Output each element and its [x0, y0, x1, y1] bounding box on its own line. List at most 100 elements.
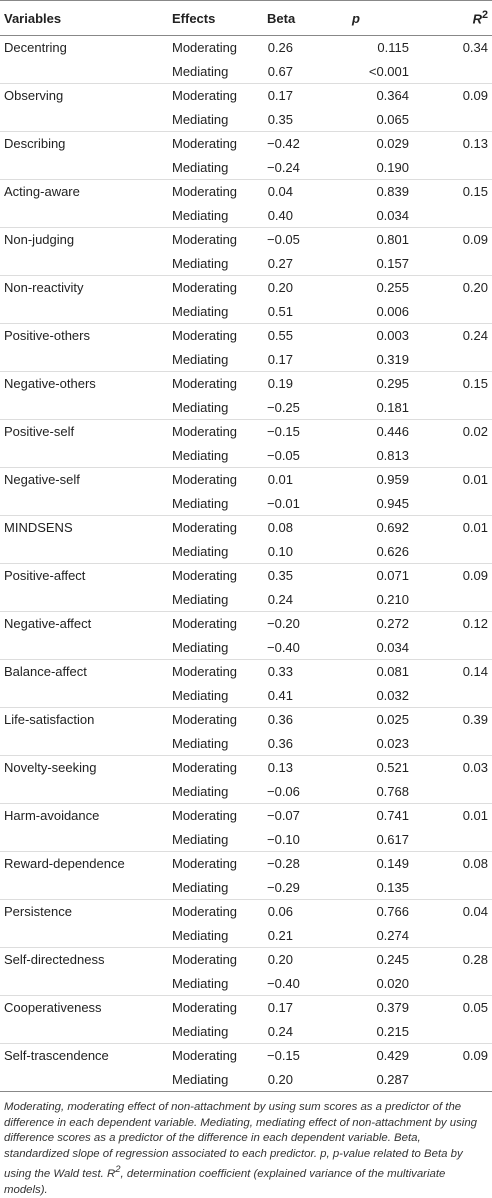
effect-cell: Moderating: [168, 227, 263, 252]
variable-cell: Novelty-seeking: [0, 755, 168, 780]
p-cell: 0.034: [376, 207, 409, 223]
p-cell: 0.255: [297, 275, 415, 300]
effect-cell: Mediating: [172, 543, 229, 559]
p-cell: 0.190: [376, 159, 409, 175]
header-cell: p: [297, 0, 415, 36]
p-cell: <0.001: [368, 63, 409, 79]
p-cell: 0.149: [297, 851, 415, 876]
beta-cell: −0.07: [263, 803, 300, 828]
p-cell: 0.032: [376, 687, 409, 703]
r2-cell: 0.39: [415, 707, 492, 732]
r2-cell: 0.09: [415, 83, 492, 108]
beta-cell: −0.15: [263, 1043, 300, 1068]
beta-cell: 0.08: [263, 515, 297, 540]
r2-cell: 0.20: [415, 275, 492, 300]
beta-cell: −0.06: [267, 783, 300, 799]
p-cell: 0.766: [297, 899, 415, 924]
p-cell: 0.692: [297, 515, 415, 540]
effect-cell: Mediating: [172, 495, 229, 511]
p-cell: 0.006: [376, 303, 409, 319]
variable-cell: [0, 588, 168, 612]
r2-cell: [415, 300, 492, 324]
beta-cell: 0.17: [263, 995, 297, 1020]
r2-cell: 0.15: [415, 371, 492, 396]
beta-cell: 0.26: [267, 40, 293, 56]
effect-cell: Mediating: [172, 879, 229, 895]
beta-cell: 0.51: [267, 303, 293, 319]
beta-cell: −0.28: [263, 851, 300, 876]
effect-cell: Mediating: [172, 975, 229, 991]
r2-cell: 0.01: [415, 803, 492, 828]
beta-cell: 0.04: [263, 179, 297, 204]
effect-cell: Mediating: [172, 1023, 229, 1039]
variable-cell: [0, 1068, 168, 1092]
table-row: Positive-self Moderating −0.15 0.446 0.02: [0, 419, 492, 444]
effect-cell: Moderating: [168, 323, 263, 348]
table-row: Balance-affect Moderating 0.33 0.081 0.14: [0, 659, 492, 684]
effect-cell: Mediating: [172, 399, 229, 415]
beta-cell: −0.10: [267, 831, 300, 847]
header-cell: Beta: [263, 0, 297, 36]
footnote: Moderating, moderating effect of non-att…: [0, 1092, 492, 1198]
results-table: Variables Effects Beta p R2 Decentring Mo…: [0, 0, 492, 1092]
r2-cell: 0.24: [415, 323, 492, 348]
r2-cell: [415, 588, 492, 612]
r2-cell: [415, 972, 492, 996]
table-row: Mediating −0.25 0.181: [0, 396, 492, 420]
r2-cell: [415, 1020, 492, 1044]
p-cell: 0.319: [376, 351, 409, 367]
p-cell: 0.813: [376, 447, 409, 463]
beta-cell: −0.40: [267, 639, 300, 655]
r2-base: R: [472, 11, 482, 27]
effect-cell: Mediating: [172, 111, 229, 127]
p-cell: 0.287: [376, 1071, 409, 1087]
beta-cell: 0.35: [263, 563, 297, 588]
p-cell: 0.364: [297, 83, 415, 108]
r2-cell: 0.09: [415, 227, 492, 252]
table-row: Mediating 0.27 0.157: [0, 252, 492, 276]
variable-cell: Negative-affect: [0, 611, 168, 636]
r2-cell: [415, 732, 492, 756]
effect-cell: Moderating: [168, 131, 263, 156]
table-body: Decentring Moderating 0.26 0.115 0.34 Mediati…: [0, 36, 492, 1092]
beta-cell: 0.24: [267, 1023, 293, 1039]
effect-cell: Mediating: [172, 63, 229, 79]
variable-cell: Persistence: [0, 899, 168, 924]
table-row: Mediating 0.20 0.287: [0, 1068, 492, 1092]
effect-cell: Moderating: [168, 659, 263, 684]
table-row: Negative-self Moderating 0.01 0.959 0.01: [0, 467, 492, 492]
r2-cell: [415, 540, 492, 564]
table-row: Positive-affect Moderating 0.35 0.071 0.09: [0, 563, 492, 588]
table-row: Self-trascendence Moderating −0.15 0.429 0.0…: [0, 1043, 492, 1068]
header-row: Variables Effects Beta p R2: [0, 0, 492, 36]
effect-cell: Moderating: [168, 851, 263, 876]
beta-cell: 0.10: [267, 543, 293, 559]
r2-cell: 0.01: [415, 467, 492, 492]
effect-cell: Moderating: [168, 371, 263, 396]
beta-cell: −0.05: [267, 447, 300, 463]
effect-cell: Mediating: [172, 1071, 229, 1087]
beta-cell: −0.20: [263, 611, 300, 636]
variable-cell: [0, 492, 168, 516]
variable-cell: [0, 684, 168, 708]
beta-cell: 0.17: [263, 83, 297, 108]
p-cell: 0.029: [297, 131, 415, 156]
table-row: Mediating −0.40 0.020: [0, 972, 492, 996]
p-cell: 0.741: [297, 803, 415, 828]
beta-cell: 0.20: [267, 1071, 293, 1087]
variable-cell: MINDSENS: [0, 515, 168, 540]
table-row: Decentring Moderating 0.26 0.115 0.34: [0, 36, 492, 60]
table-row: Reward-dependence Moderating −0.28 0.149 0.0…: [0, 851, 492, 876]
beta-cell: 0.17: [267, 351, 293, 367]
effect-cell: Moderating: [168, 611, 263, 636]
beta-cell: 0.35: [267, 111, 293, 127]
variable-cell: [0, 300, 168, 324]
r2-cell: [415, 684, 492, 708]
table-row: Mediating 0.35 0.065: [0, 108, 492, 132]
p-cell: 0.181: [376, 399, 409, 415]
table-row: Positive-others Moderating 0.55 0.003 0.24: [0, 323, 492, 348]
beta-cell: 0.20: [263, 275, 297, 300]
r2-cell: 0.02: [415, 419, 492, 444]
table-row: Mediating −0.06 0.768: [0, 780, 492, 804]
